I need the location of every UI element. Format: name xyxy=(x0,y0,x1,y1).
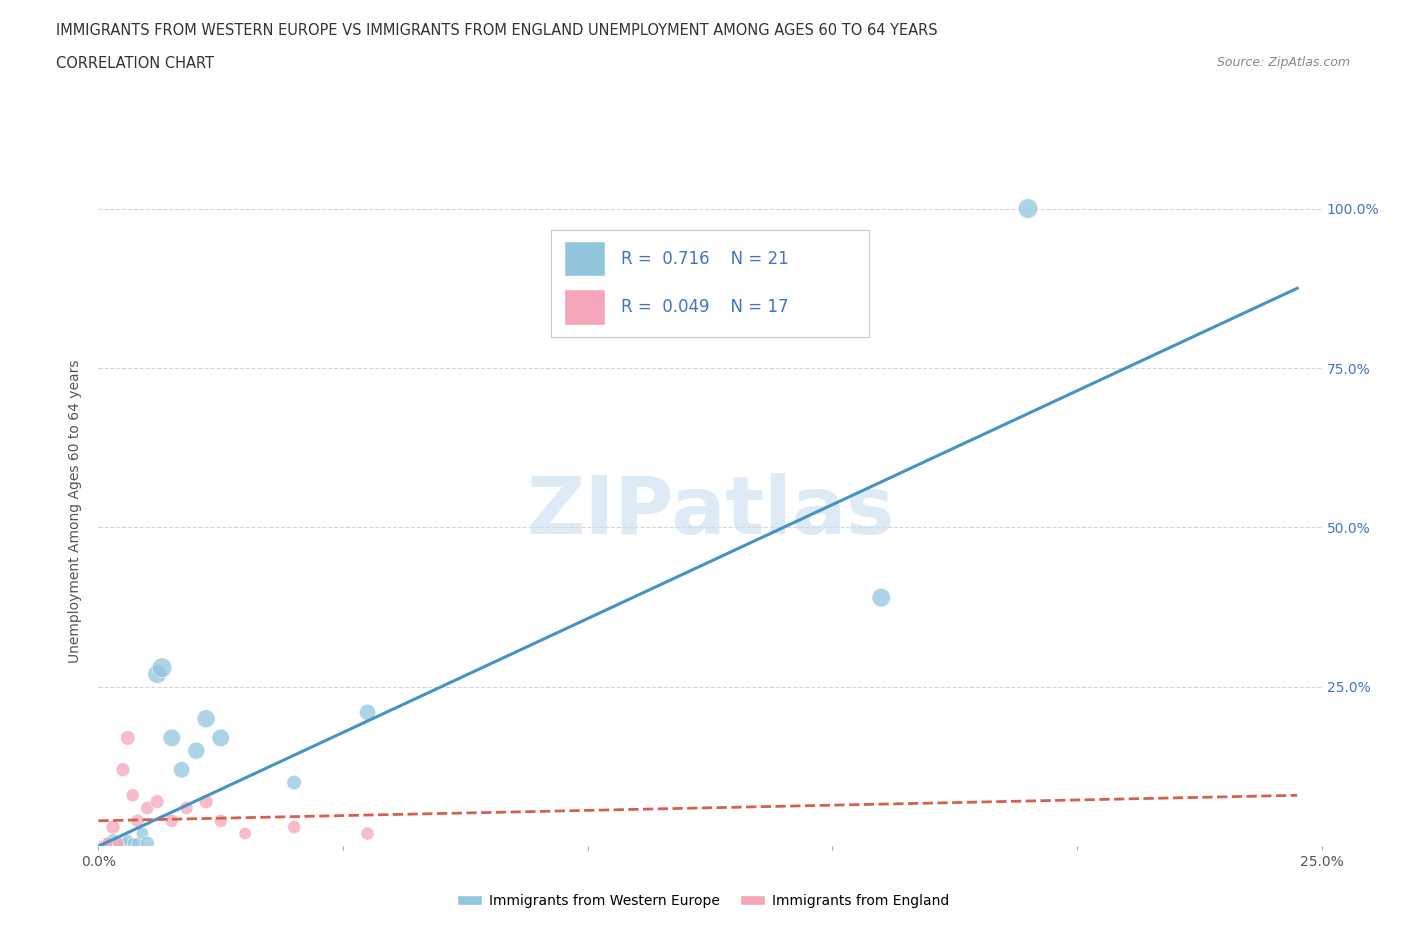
Point xyxy=(91,839,114,854)
Point xyxy=(195,711,218,726)
Point xyxy=(111,763,134,777)
Point xyxy=(97,836,120,851)
Point xyxy=(150,660,173,675)
Point xyxy=(146,794,169,809)
Point xyxy=(91,839,114,854)
Point xyxy=(283,775,305,790)
Point xyxy=(117,730,139,745)
Y-axis label: Unemployment Among Ages 60 to 64 years: Unemployment Among Ages 60 to 64 years xyxy=(69,360,83,663)
Text: ZIPatlas: ZIPatlas xyxy=(526,472,894,551)
Point xyxy=(170,763,193,777)
Text: Source: ZipAtlas.com: Source: ZipAtlas.com xyxy=(1216,56,1350,69)
Point xyxy=(107,836,129,851)
Text: CORRELATION CHART: CORRELATION CHART xyxy=(56,56,214,71)
Point xyxy=(186,743,208,758)
Point xyxy=(121,788,143,803)
Point xyxy=(160,730,183,745)
Point xyxy=(127,814,149,829)
Point xyxy=(101,832,124,847)
Point xyxy=(1017,201,1039,216)
Point xyxy=(146,667,169,682)
Point xyxy=(160,814,183,829)
Point xyxy=(127,836,149,851)
Point xyxy=(233,826,256,841)
Point xyxy=(136,801,159,816)
Point xyxy=(107,839,129,854)
Point xyxy=(209,814,232,829)
Point xyxy=(209,730,232,745)
Point xyxy=(111,836,134,851)
Point xyxy=(136,836,159,851)
Point xyxy=(356,826,378,841)
Point xyxy=(101,819,124,834)
Point xyxy=(131,826,153,841)
Point xyxy=(356,705,378,720)
Point xyxy=(121,836,143,851)
Point xyxy=(195,794,218,809)
Point xyxy=(176,801,198,816)
Point xyxy=(97,836,120,851)
Legend: Immigrants from Western Europe, Immigrants from England: Immigrants from Western Europe, Immigran… xyxy=(451,889,955,914)
Point xyxy=(283,819,305,834)
Text: IMMIGRANTS FROM WESTERN EUROPE VS IMMIGRANTS FROM ENGLAND UNEMPLOYMENT AMONG AGE: IMMIGRANTS FROM WESTERN EUROPE VS IMMIGR… xyxy=(56,23,938,38)
Point xyxy=(870,591,893,605)
Point xyxy=(117,832,139,847)
